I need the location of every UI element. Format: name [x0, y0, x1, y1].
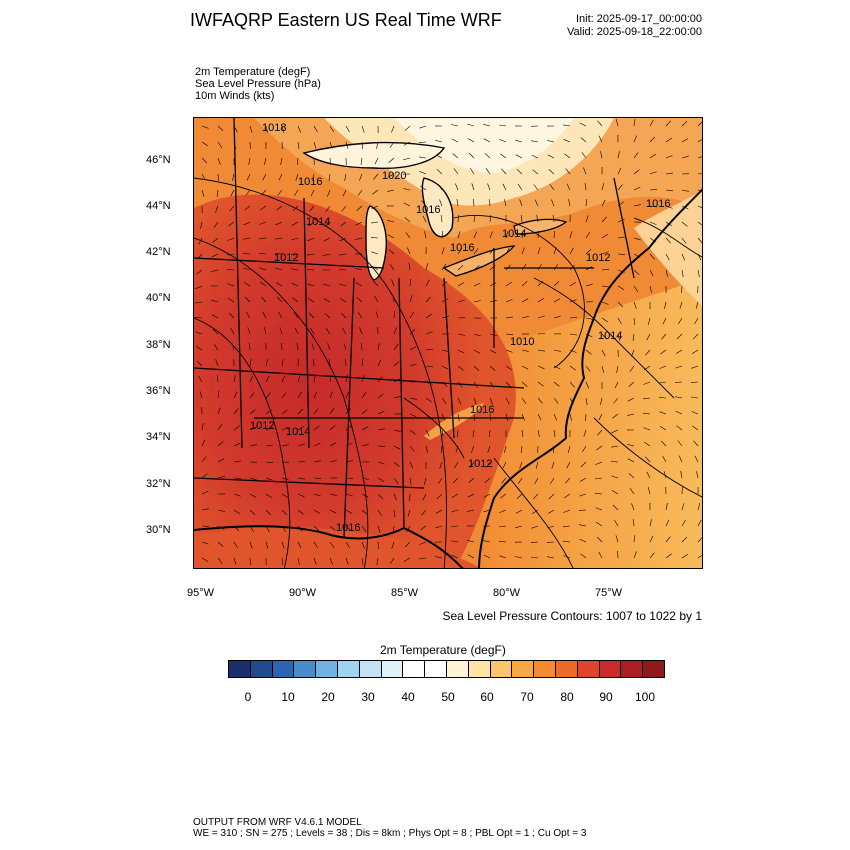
colorbar-tick: 50 — [441, 690, 455, 704]
lat-label: 36°N — [146, 385, 171, 397]
lat-label: 42°N — [146, 246, 171, 258]
isobar-label: 1014 — [286, 426, 311, 438]
valid-time: Valid: 2025-09-18_22:00:00 — [567, 26, 702, 38]
isobar-label: 1016 — [646, 198, 671, 210]
isobar-label: 1018 — [262, 122, 287, 134]
colorbar-swatch — [534, 661, 556, 677]
lake-erie — [442, 245, 516, 277]
lake-michigan — [365, 205, 387, 281]
colorbar-title: 2m Temperature (degF) — [380, 643, 506, 657]
isobar-label: 1014 — [306, 216, 331, 228]
lat-label: 38°N — [146, 339, 171, 351]
gulf-field — [194, 526, 481, 568]
new-england-field — [634, 189, 702, 306]
colorbar-tick: 30 — [361, 690, 375, 704]
colorbar-swatch — [643, 661, 664, 677]
colorbar-swatch — [359, 661, 382, 677]
lon-label: 85°W — [391, 587, 419, 599]
appalachian-streak — [424, 403, 484, 440]
temperature-field — [194, 118, 702, 568]
wind-barbs — [194, 119, 702, 566]
colorbar-swatch — [468, 661, 491, 677]
init-time: Init: 2025-09-17_00:00:00 — [576, 13, 702, 25]
colorbar-swatch — [294, 661, 317, 677]
state-borders — [194, 118, 635, 539]
lon-label: 75°W — [595, 587, 623, 599]
run-times: Init: 2025-09-17_00:00:00 Valid: 2025-09… — [567, 13, 702, 39]
lon-label: 80°W — [493, 587, 521, 599]
isobar-label: 1012 — [274, 252, 299, 264]
isobar-label: 1016 — [470, 404, 495, 416]
lake-huron — [421, 177, 454, 238]
colorbar-swatch — [381, 661, 404, 677]
colorbar-tick: 60 — [480, 690, 494, 704]
colorbar-swatch — [337, 661, 360, 677]
colorbar-swatch — [490, 661, 513, 677]
weather-map: 1018 1016 1014 1012 1020 1016 1014 1016 … — [193, 117, 703, 569]
isobar-contours — [194, 177, 702, 568]
colorbar — [228, 660, 665, 678]
footer-line-1: OUTPUT FROM WRF V4.6.1 MODEL — [193, 817, 362, 828]
field-temperature: 2m Temperature (degF) — [195, 66, 311, 78]
plot-title: IWFAQRP Eastern US Real Time WRF — [190, 10, 502, 30]
colorbar-swatch — [250, 661, 273, 677]
colorbar-swatch — [446, 661, 469, 677]
colorbar-swatch — [403, 661, 426, 677]
colorbar-swatch — [577, 661, 600, 677]
lat-label: 40°N — [146, 292, 171, 304]
colorbar-swatch — [272, 661, 295, 677]
colorbar-tick: 20 — [321, 690, 335, 704]
lon-label: 95°W — [187, 587, 215, 599]
isobar-label: 1012 — [250, 420, 275, 432]
footer-line-2: WE = 310 ; SN = 275 ; Levels = 38 ; Dis … — [193, 828, 587, 839]
colorbar-swatch — [229, 661, 251, 677]
lat-label: 44°N — [146, 200, 171, 212]
colorbar-swatch — [599, 661, 622, 677]
isobar-label: 1010 — [510, 336, 535, 348]
isobar-label: 1020 — [382, 170, 407, 182]
colorbar-tick: 70 — [520, 690, 534, 704]
field-pressure: Sea Level Pressure (hPa) — [195, 78, 321, 90]
lat-label: 34°N — [146, 431, 171, 443]
lon-label: 90°W — [289, 587, 317, 599]
isobar-label: 1012 — [468, 458, 493, 470]
lat-label: 30°N — [146, 524, 171, 536]
hot-interior — [194, 194, 516, 568]
field-list: 2m Temperature (degF) Sea Level Pressure… — [195, 66, 321, 102]
coolest-field — [394, 118, 574, 173]
lat-label: 46°N — [146, 154, 171, 166]
colorbar-swatch — [425, 661, 447, 677]
lake-superior — [302, 141, 446, 170]
atlantic-coastline — [478, 188, 702, 568]
colorbar-swatch — [316, 661, 338, 677]
colorbar-tick: 80 — [560, 690, 574, 704]
colorbar-swatch — [555, 661, 578, 677]
isobar-label: 1016 — [450, 242, 475, 254]
isobar-label: 1016 — [336, 522, 361, 534]
contour-note: Sea Level Pressure Contours: 1007 to 102… — [442, 609, 703, 623]
colorbar-swatch — [512, 661, 535, 677]
isobar-label: 1012 — [586, 252, 611, 264]
lake-ontario — [513, 218, 568, 235]
field-winds: 10m Winds (kts) — [195, 90, 275, 102]
colorbar-tick: 100 — [634, 690, 656, 704]
isobar-label: 1016 — [416, 204, 441, 216]
gulf-coastline — [194, 525, 464, 568]
model-footer: OUTPUT FROM WRF V4.6.1 MODEL WE = 310 ; … — [193, 817, 586, 839]
colorbar-tick: 90 — [599, 690, 613, 704]
isobar-label: 1014 — [502, 228, 527, 240]
lat-label: 32°N — [146, 478, 171, 490]
colorbar-tick: 40 — [401, 690, 415, 704]
colorbar-swatch — [621, 661, 644, 677]
colorbar-tick: 10 — [281, 690, 295, 704]
isobar-label: 1016 — [298, 176, 323, 188]
colorbar-tick: 0 — [244, 690, 252, 704]
atlantic-field — [474, 278, 702, 568]
isobar-label: 1014 — [598, 330, 623, 342]
